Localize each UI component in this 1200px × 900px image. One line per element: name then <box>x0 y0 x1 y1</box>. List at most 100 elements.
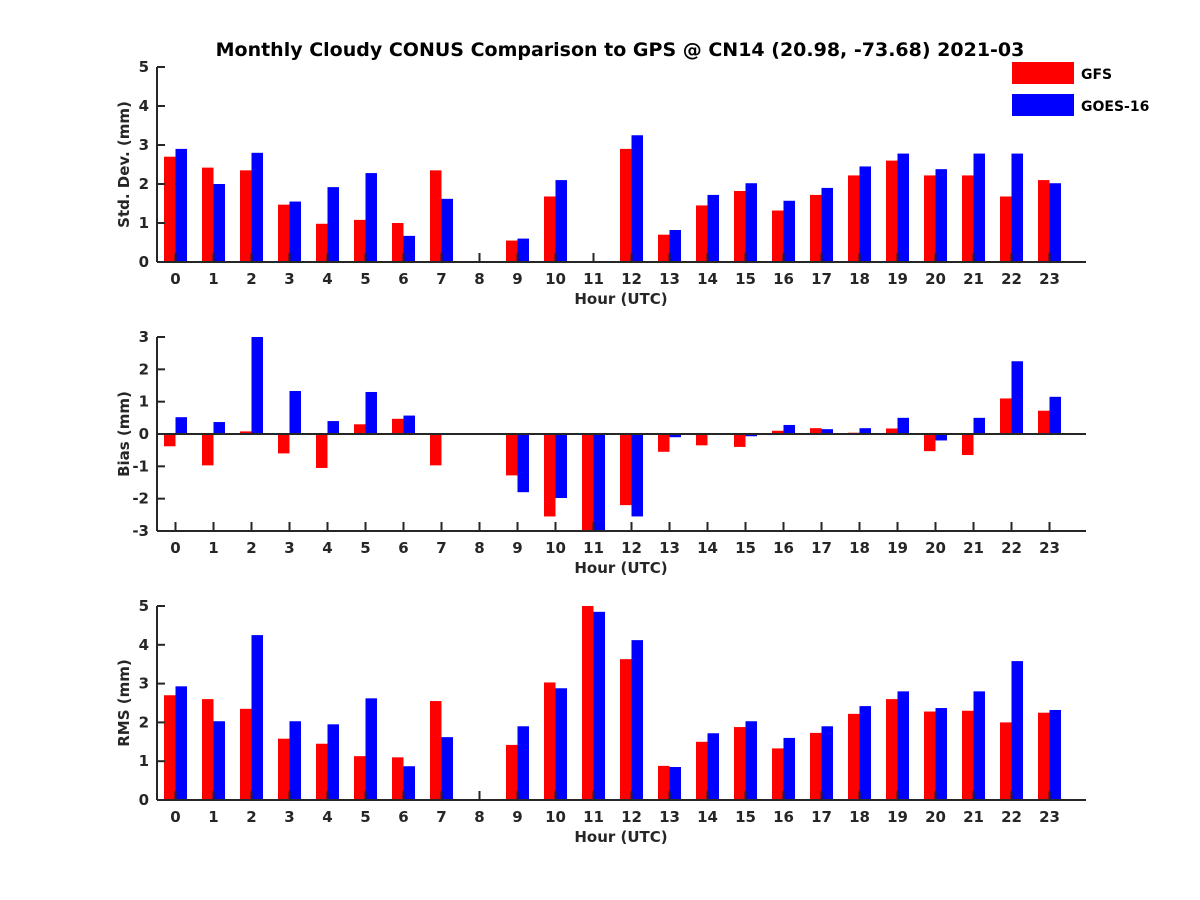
y-tick-label-std-dev-5: 5 <box>139 58 149 76</box>
x-tick-label-bias-14: 14 <box>697 539 718 557</box>
bar-rms-gfs-15 <box>734 727 746 800</box>
x-tick-label-bias-22: 22 <box>1001 539 1022 557</box>
bar-bias-goes16-15 <box>745 434 757 437</box>
x-axis-label-rms: Hour (UTC) <box>574 828 667 846</box>
y-tick-label-bias-3: 0 <box>139 425 149 443</box>
bar-std-dev-goes16-16 <box>783 200 795 262</box>
x-tick-label-std-dev-0: 0 <box>170 270 180 288</box>
bar-bias-gfs-11 <box>582 434 594 531</box>
x-axis-label-std-dev: Hour (UTC) <box>574 290 667 308</box>
x-tick-label-bias-9: 9 <box>512 539 522 557</box>
bar-bias-gfs-2 <box>240 431 252 434</box>
x-tick-label-std-dev-19: 19 <box>887 270 908 288</box>
y-tick-label-std-dev-1: 1 <box>139 214 149 232</box>
bar-rms-goes16-13 <box>669 767 681 800</box>
bar-bias-goes16-22 <box>1011 361 1023 434</box>
x-tick-label-std-dev-11: 11 <box>583 270 604 288</box>
bar-std-dev-gfs-14 <box>696 205 708 262</box>
bar-rms-goes16-15 <box>745 721 757 800</box>
x-tick-label-bias-19: 19 <box>887 539 908 557</box>
bar-std-dev-gfs-17 <box>810 194 822 262</box>
x-tick-label-std-dev-20: 20 <box>925 270 946 288</box>
bar-std-dev-gfs-20 <box>924 175 936 262</box>
bar-std-dev-gfs-3 <box>278 204 290 262</box>
bar-rms-gfs-4 <box>316 743 328 800</box>
y-tick-label-bias-6: 3 <box>139 328 149 346</box>
bar-std-dev-goes16-2 <box>251 152 263 262</box>
bar-bias-gfs-17 <box>810 428 822 434</box>
x-tick-label-std-dev-12: 12 <box>621 270 642 288</box>
bar-std-dev-gfs-5 <box>354 219 366 262</box>
x-tick-label-rms-1: 1 <box>208 808 218 826</box>
x-tick-label-rms-10: 10 <box>545 808 566 826</box>
bar-rms-goes16-11 <box>593 611 605 800</box>
bar-rms-gfs-7 <box>430 701 442 800</box>
bar-std-dev-gfs-1 <box>202 167 214 262</box>
x-tick-label-rms-9: 9 <box>512 808 522 826</box>
bar-rms-gfs-6 <box>392 757 404 800</box>
x-tick-label-std-dev-23: 23 <box>1039 270 1060 288</box>
x-tick-label-rms-13: 13 <box>659 808 680 826</box>
bar-bias-goes16-2 <box>251 337 263 434</box>
y-tick-label-std-dev-2: 2 <box>139 175 149 193</box>
y-tick-label-std-dev-4: 4 <box>139 97 149 115</box>
bar-rms-gfs-19 <box>886 699 898 800</box>
bar-std-dev-goes16-5 <box>365 173 377 262</box>
bar-rms-goes16-23 <box>1049 709 1061 800</box>
bar-bias-gfs-14 <box>696 434 708 446</box>
bar-bias-goes16-17 <box>821 429 833 434</box>
bar-bias-goes16-19 <box>897 417 909 434</box>
bar-std-dev-gfs-0 <box>164 156 176 262</box>
legend-swatch-gfs <box>1012 62 1074 84</box>
x-tick-label-rms-0: 0 <box>170 808 180 826</box>
y-tick-label-std-dev-3: 3 <box>139 136 149 154</box>
bar-bias-gfs-21 <box>962 434 974 456</box>
x-tick-label-rms-6: 6 <box>398 808 408 826</box>
bar-rms-goes16-2 <box>251 635 263 800</box>
bar-std-dev-goes16-3 <box>289 201 301 262</box>
bar-std-dev-gfs-13 <box>658 234 670 262</box>
bar-rms-goes16-1 <box>213 721 225 800</box>
legend-label-gfs: GFS <box>1081 67 1112 83</box>
x-tick-label-rms-14: 14 <box>697 808 718 826</box>
x-tick-label-bias-12: 12 <box>621 539 642 557</box>
bar-rms-gfs-5 <box>354 756 366 800</box>
x-tick-label-bias-3: 3 <box>284 539 294 557</box>
bar-bias-goes16-13 <box>669 434 681 438</box>
bar-rms-gfs-9 <box>506 744 518 800</box>
bar-bias-goes16-6 <box>403 415 415 434</box>
bar-bias-goes16-18 <box>859 428 871 434</box>
bar-bias-gfs-1 <box>202 434 214 466</box>
bar-bias-gfs-22 <box>1000 398 1012 434</box>
bar-std-dev-gfs-6 <box>392 223 404 262</box>
bar-std-dev-gfs-10 <box>544 196 556 262</box>
bar-rms-goes16-21 <box>973 691 985 800</box>
bar-rms-goes16-10 <box>555 688 567 800</box>
x-tick-label-bias-10: 10 <box>545 539 566 557</box>
x-tick-label-rms-5: 5 <box>360 808 370 826</box>
x-tick-label-rms-20: 20 <box>925 808 946 826</box>
bar-bias-gfs-19 <box>886 428 898 434</box>
bar-rms-gfs-16 <box>772 748 784 800</box>
bar-std-dev-gfs-2 <box>240 170 252 262</box>
bar-std-dev-gfs-19 <box>886 160 898 262</box>
y-tick-label-std-dev-0: 0 <box>139 253 149 271</box>
bar-rms-gfs-1 <box>202 699 214 800</box>
y-tick-label-bias-0: -3 <box>132 522 149 540</box>
bar-rms-gfs-20 <box>924 711 936 800</box>
x-tick-label-rms-21: 21 <box>963 808 984 826</box>
legend: GFS GOES-16 <box>1012 62 1149 116</box>
bar-rms-gfs-21 <box>962 710 974 800</box>
x-tick-label-bias-1: 1 <box>208 539 218 557</box>
x-tick-label-std-dev-5: 5 <box>360 270 370 288</box>
bar-std-dev-goes16-1 <box>213 184 225 262</box>
x-tick-label-bias-6: 6 <box>398 539 408 557</box>
y-tick-label-rms-3: 3 <box>139 675 149 693</box>
bar-std-dev-goes16-4 <box>327 187 339 262</box>
bar-rms-goes16-4 <box>327 724 339 800</box>
bar-std-dev-goes16-15 <box>745 183 757 262</box>
bar-rms-goes16-14 <box>707 733 719 800</box>
chart-title: Monthly Cloudy CONUS Comparison to GPS @… <box>216 39 1025 61</box>
legend-label-goes: GOES-16 <box>1081 99 1149 115</box>
